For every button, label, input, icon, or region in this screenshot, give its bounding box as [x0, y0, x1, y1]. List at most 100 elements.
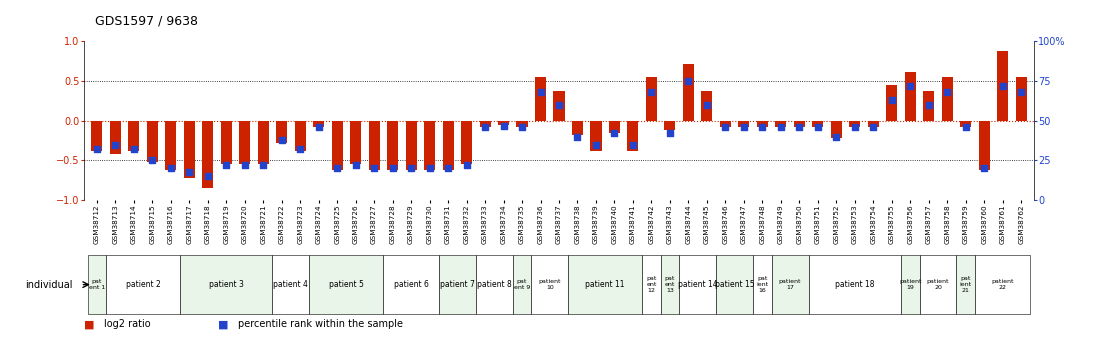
Bar	[738, 121, 749, 127]
Text: patient 11: patient 11	[586, 280, 625, 289]
Bar	[536, 77, 546, 121]
Text: ■: ■	[218, 319, 228, 329]
Text: pat
ient
16: pat ient 16	[756, 276, 768, 293]
Text: pat
ient
21: pat ient 21	[959, 276, 972, 293]
Bar	[627, 121, 638, 151]
Text: pat
ent 9: pat ent 9	[514, 279, 530, 290]
FancyBboxPatch shape	[975, 255, 1031, 314]
FancyBboxPatch shape	[180, 255, 273, 314]
Text: patient 8: patient 8	[477, 280, 512, 289]
Bar	[609, 121, 620, 132]
Bar	[276, 121, 287, 143]
Point	[883, 97, 901, 103]
Bar	[941, 77, 953, 121]
FancyBboxPatch shape	[661, 255, 679, 314]
Point	[383, 166, 401, 171]
Point	[569, 134, 587, 139]
FancyBboxPatch shape	[273, 255, 310, 314]
Bar	[183, 121, 195, 178]
Point	[143, 158, 161, 163]
FancyBboxPatch shape	[476, 255, 513, 314]
Bar	[257, 121, 268, 165]
Bar	[553, 91, 565, 121]
Point	[236, 162, 254, 168]
FancyBboxPatch shape	[679, 255, 717, 314]
Bar	[813, 121, 823, 127]
Bar	[369, 121, 380, 170]
Point	[790, 124, 808, 130]
Point	[180, 169, 198, 174]
Point	[550, 102, 568, 108]
Point	[680, 78, 698, 84]
Point	[624, 142, 642, 147]
Point	[402, 166, 420, 171]
Bar	[794, 121, 805, 127]
Text: patient 7: patient 7	[439, 280, 475, 289]
Bar	[517, 121, 528, 127]
Point	[457, 162, 475, 168]
FancyBboxPatch shape	[957, 255, 975, 314]
Bar	[387, 121, 398, 170]
Point	[975, 166, 993, 171]
Bar	[202, 121, 214, 188]
Point	[994, 83, 1012, 89]
Bar	[295, 121, 305, 151]
FancyBboxPatch shape	[106, 255, 180, 314]
Bar	[868, 121, 879, 127]
Bar	[664, 121, 675, 130]
Text: log2 ratio: log2 ratio	[104, 319, 151, 329]
Bar	[239, 121, 250, 165]
Point	[439, 166, 457, 171]
FancyBboxPatch shape	[771, 255, 808, 314]
Point	[643, 89, 661, 95]
Bar	[332, 121, 343, 170]
Bar	[960, 121, 972, 127]
Text: patient
19: patient 19	[899, 279, 921, 290]
Text: patient 14: patient 14	[678, 280, 718, 289]
Point	[606, 131, 624, 136]
FancyBboxPatch shape	[919, 255, 957, 314]
Bar	[406, 121, 417, 170]
Point	[125, 147, 143, 152]
Bar	[110, 121, 121, 154]
Bar	[146, 121, 158, 162]
Point	[88, 147, 106, 152]
FancyBboxPatch shape	[383, 255, 439, 314]
Text: percentile rank within the sample: percentile rank within the sample	[238, 319, 404, 329]
Bar	[757, 121, 768, 127]
Bar	[646, 77, 657, 121]
Bar	[220, 121, 231, 165]
Point	[1012, 89, 1030, 95]
Bar	[887, 85, 898, 121]
Point	[957, 124, 975, 130]
Bar	[92, 121, 103, 151]
FancyBboxPatch shape	[513, 255, 531, 314]
FancyBboxPatch shape	[568, 255, 642, 314]
Text: patient
10: patient 10	[539, 279, 561, 290]
Point	[735, 124, 752, 130]
Bar	[923, 91, 935, 121]
Text: patient
20: patient 20	[927, 279, 949, 290]
Point	[920, 102, 938, 108]
Bar	[313, 121, 324, 127]
Text: patient
17: patient 17	[779, 279, 802, 290]
Point	[901, 83, 919, 89]
Bar	[443, 121, 454, 170]
Bar	[720, 121, 731, 127]
Bar	[701, 91, 712, 121]
FancyBboxPatch shape	[531, 255, 568, 314]
Bar	[350, 121, 361, 165]
FancyBboxPatch shape	[808, 255, 901, 314]
Point	[106, 142, 124, 147]
FancyBboxPatch shape	[310, 255, 383, 314]
Bar	[461, 121, 472, 165]
Bar	[904, 71, 916, 121]
Point	[809, 124, 827, 130]
Point	[587, 142, 605, 147]
Text: GDS1597 / 9638: GDS1597 / 9638	[95, 14, 198, 28]
Bar	[997, 51, 1008, 121]
Point	[329, 166, 347, 171]
Bar	[590, 121, 601, 151]
Text: patient 6: patient 6	[394, 280, 428, 289]
FancyBboxPatch shape	[642, 255, 661, 314]
